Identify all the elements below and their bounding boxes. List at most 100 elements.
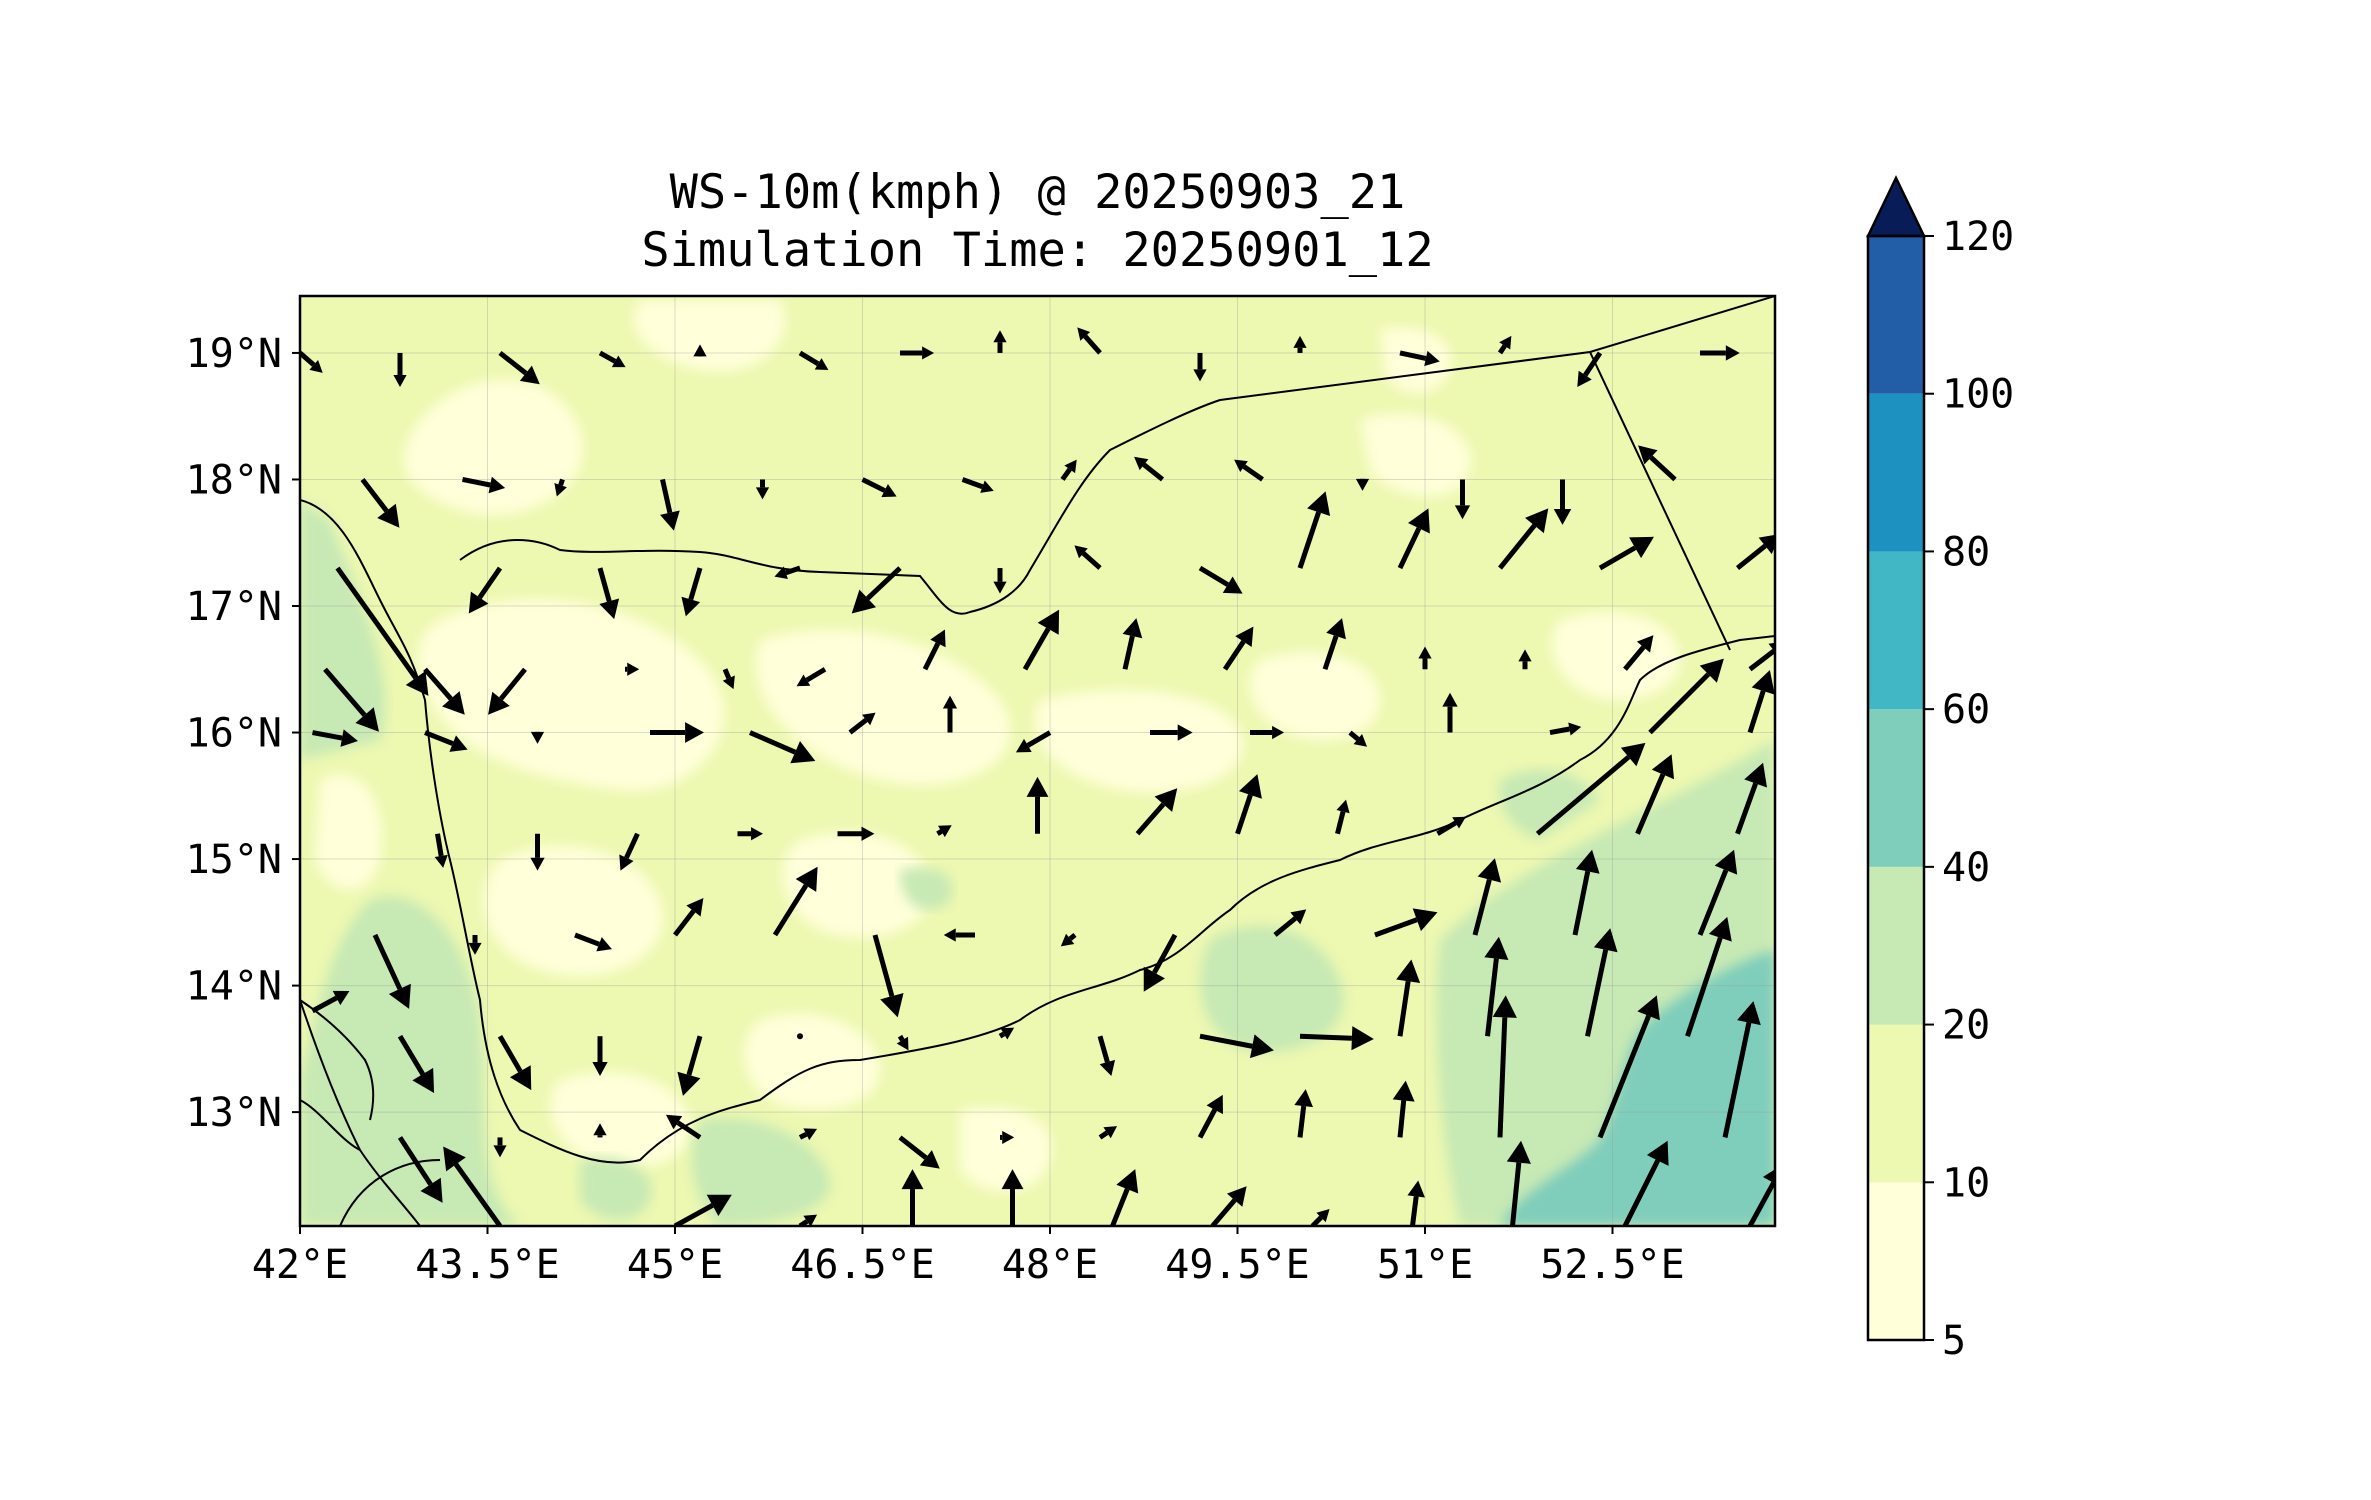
wind-arrow: [1397, 508, 1430, 570]
wind-arrow: [1273, 909, 1307, 937]
x-tick-label: 48°E: [1002, 1242, 1098, 1288]
y-tick-label: 19°N: [186, 331, 282, 377]
wind-arrow: [1418, 646, 1432, 670]
colorbar-segment: [1868, 866, 1924, 1025]
y-tick-label: 16°N: [186, 711, 282, 757]
x-tick-label: 46.5°E: [790, 1242, 935, 1288]
wind-arrow: [462, 476, 506, 494]
wind-arrow: [1454, 479, 1471, 520]
map-gridlines: [300, 296, 1775, 1226]
wind-arrow: [1700, 345, 1740, 361]
wind-arrow: [1492, 995, 1517, 1138]
wind-arrow: [1060, 933, 1077, 947]
wind-arrow: [1060, 459, 1077, 481]
wind-arrow: [898, 1135, 940, 1169]
wind-arrow: [1685, 916, 1732, 1037]
wind-arrow: [488, 667, 527, 715]
colorbar-segment: [1868, 551, 1924, 710]
wind-arrow: [749, 730, 816, 764]
wind-arrow: [360, 477, 400, 528]
wind-arrow: [942, 695, 958, 733]
wind-arrow: [901, 1169, 924, 1226]
colorbar-segment: [1868, 393, 1924, 552]
wind-arrow: [1335, 799, 1350, 835]
wind-arrow: [798, 350, 829, 370]
wind-arrow: [593, 1123, 607, 1138]
wind-arrow: [1506, 1140, 1531, 1226]
colorbar-extend-arrow: [1866, 175, 1926, 238]
wind-arrow: [619, 832, 640, 871]
x-tick-label: 42°E: [252, 1242, 348, 1288]
wind-arrow: [872, 934, 904, 1018]
wind-arrow: [1747, 670, 1775, 734]
wind-arrow: [1110, 1169, 1139, 1226]
wind-arrow: [1638, 445, 1677, 482]
wind-arrow: [1722, 1001, 1761, 1138]
colorbar: 5 10 20 40 60 80 100 120: [1866, 175, 2014, 1364]
colorbar-segment: [1868, 709, 1924, 867]
wind-arrow: [993, 568, 1007, 594]
wind-arrow: [1585, 928, 1618, 1037]
wind-arrow: [796, 667, 827, 687]
wind-arrow: [1135, 788, 1178, 836]
wind-arrow: [424, 730, 468, 752]
wind-arrow: [1250, 725, 1285, 740]
wind-arrow: [1293, 335, 1307, 353]
wind-arrow: [1322, 618, 1346, 671]
y-tick-label: 17°N: [186, 584, 282, 630]
map-frame: [298, 294, 1777, 1228]
wind-arrow: [1623, 635, 1654, 671]
wind-arrow: [1097, 1035, 1116, 1076]
wind-arrow: [1374, 908, 1438, 938]
coastline-africa: [300, 999, 421, 1226]
y-tick-label: 13°N: [186, 1090, 282, 1136]
wind-arrow: [1484, 936, 1509, 1037]
wind-arrow: [1310, 1208, 1330, 1226]
wind-arrow: [1355, 478, 1370, 491]
wind-arrow: [1150, 724, 1193, 741]
y-tick-label: 15°N: [186, 837, 282, 883]
wind-arrow: [993, 330, 1007, 353]
map-area: [300, 296, 1775, 1226]
wind-arrow: [797, 1033, 803, 1040]
wind-arrow: [848, 712, 876, 735]
wind-arrow: [434, 833, 448, 868]
wind-arrow: [554, 478, 567, 497]
colorbar-segment: [1868, 236, 1924, 394]
wind-arrow: [1735, 762, 1768, 835]
wind-arrow: [1026, 776, 1049, 834]
wind-arrow: [372, 933, 411, 1009]
wind-arrow: [397, 1034, 435, 1094]
wind-arrow: [755, 479, 770, 500]
wind-arrow: [1518, 649, 1532, 670]
wind-arrow: [312, 729, 358, 747]
colorbar-tick-label: 60: [1942, 687, 1990, 733]
wind-arrow: [1299, 1026, 1374, 1051]
wind-arrow: [1000, 1130, 1015, 1145]
wind-arrow: [1747, 1169, 1775, 1226]
wind-arrow: [1598, 536, 1654, 571]
wind-arrow: [998, 1027, 1015, 1040]
x-tick-label: 49.5°E: [1165, 1242, 1310, 1288]
wind-arrow: [693, 344, 707, 357]
wind-arrow: [530, 833, 545, 871]
wind-arrow: [1022, 609, 1060, 671]
wind-arrow: [1210, 1186, 1247, 1226]
wind-arrow: [1098, 1126, 1118, 1140]
wind-arrow: [837, 826, 875, 841]
wind-arrow: [681, 567, 703, 617]
wind-arrow: [1472, 858, 1502, 936]
border-yemen-oman: [1589, 351, 1731, 651]
border-saudi-yemen: [459, 296, 1775, 615]
x-tick-label: 45°E: [627, 1242, 723, 1288]
wind-arrow: [497, 1034, 532, 1091]
colorbar-tick-label: 80: [1942, 529, 1990, 575]
wind-arrow: [311, 990, 350, 1014]
wind-arrow: [772, 866, 818, 937]
wind-arrow: [1648, 658, 1724, 735]
wind-arrow: [943, 928, 975, 942]
wind-arrow: [423, 667, 465, 715]
wind-arrow: [323, 667, 379, 732]
wind-arrow: [1549, 722, 1582, 736]
